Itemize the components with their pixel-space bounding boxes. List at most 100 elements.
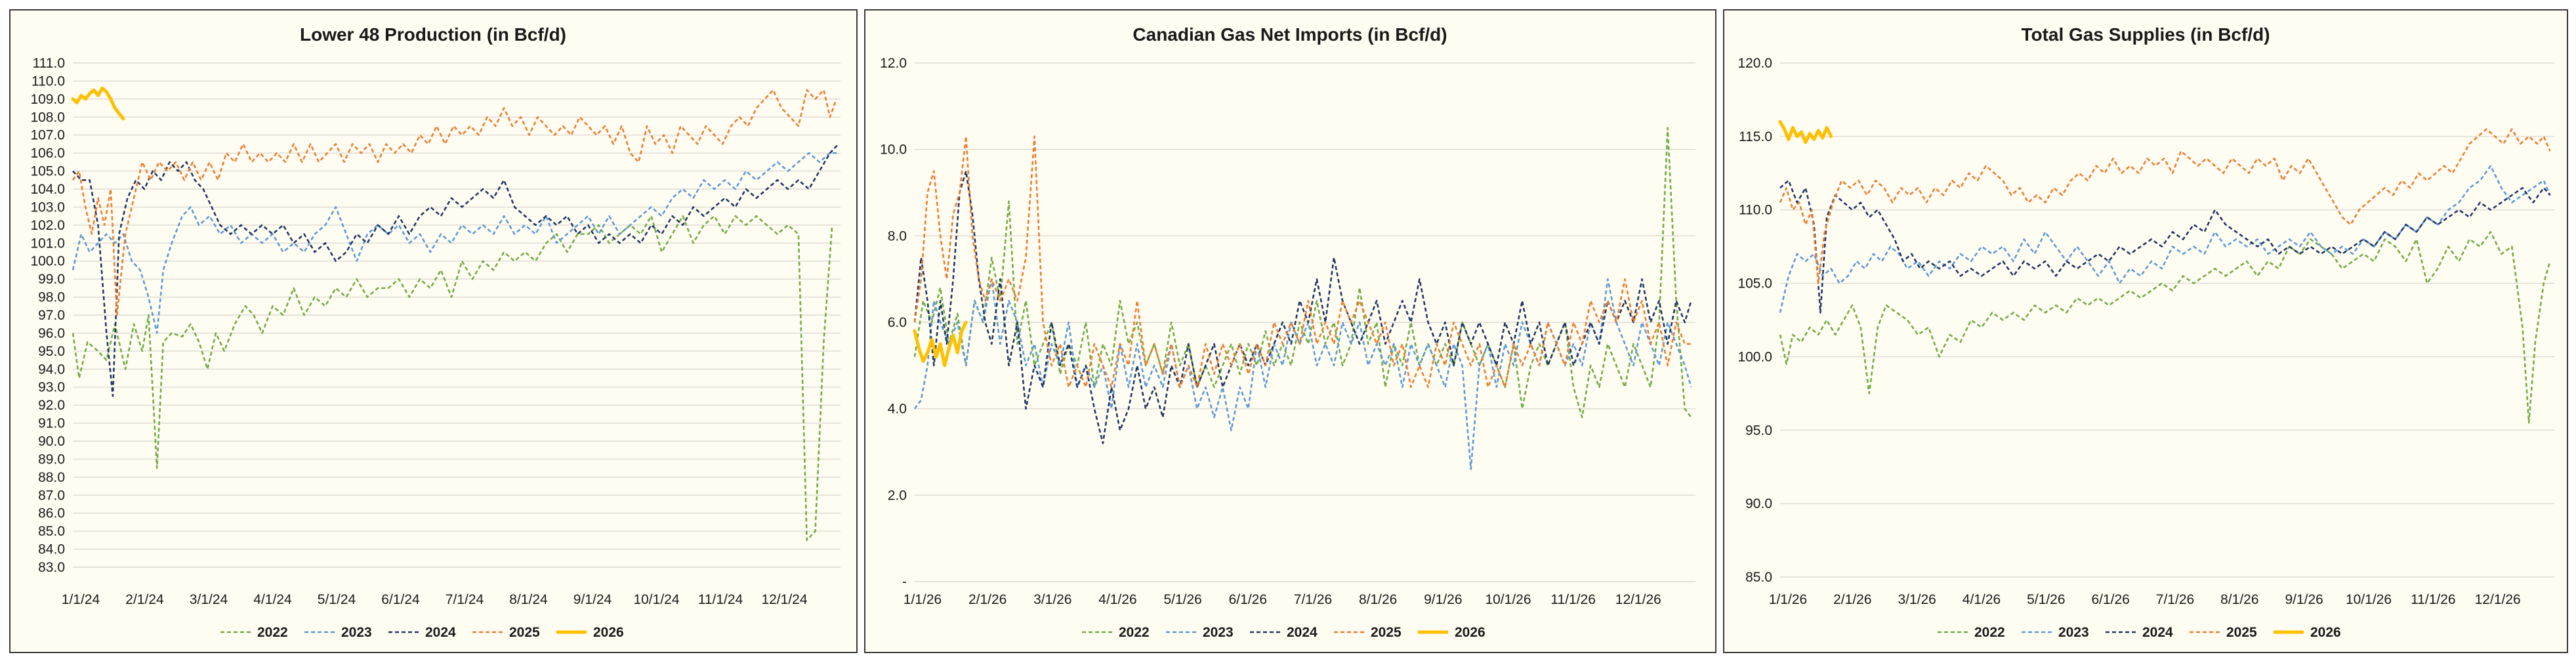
y-tick-label: 92.0 (38, 398, 65, 413)
series-line-2024 (913, 170, 1692, 444)
x-tick-label: 8/1/26 (1359, 592, 1397, 607)
y-tick-label: 99.0 (38, 272, 65, 287)
legend-item-2025: 2025 (472, 625, 540, 640)
x-tick-label: 1/1/26 (904, 592, 942, 607)
y-tick-label: 97.0 (38, 308, 65, 323)
y-tick-label: 85.0 (38, 524, 65, 539)
y-tick-label: 8.0 (888, 228, 907, 244)
y-tick-label: 84.0 (38, 542, 65, 557)
x-tick-label: 9/1/26 (2285, 592, 2323, 607)
y-tick-label: 103.0 (30, 200, 65, 215)
x-tick-label: 4/1/26 (1963, 592, 2001, 607)
x-tick-label: 9/1/24 (573, 592, 612, 607)
y-tick-label: 111.0 (33, 56, 65, 71)
x-tick-label: 2/1/26 (1833, 592, 1871, 607)
series-line-2025 (913, 135, 1692, 389)
y-tick-label: 12.0 (880, 56, 907, 71)
legend-item-2024: 2024 (1250, 625, 1318, 640)
x-tick-label: 5/1/26 (2027, 592, 2065, 607)
x-tick-label: 3/1/24 (190, 592, 228, 607)
y-tick-label: - (902, 574, 907, 589)
x-tick-label: 1/1/26 (1769, 592, 1807, 607)
y-tick-label: 100.0 (30, 254, 65, 269)
legend-label: 2026 (1455, 625, 1485, 640)
legend-item-2026: 2026 (2274, 625, 2341, 640)
series-line-2022 (913, 127, 1692, 419)
y-tick-label: 88.0 (38, 470, 65, 485)
legend-item-2025: 2025 (1334, 625, 1402, 640)
y-tick-label: 4.0 (888, 402, 907, 417)
y-tick-label: 95.0 (1745, 423, 1772, 438)
series-line-2023 (913, 278, 1692, 471)
x-tick-label: 8/1/26 (2220, 592, 2258, 607)
y-tick-label: 96.0 (38, 326, 65, 341)
legend-item-2022: 2022 (220, 625, 288, 640)
x-tick-label: 2/1/24 (125, 592, 164, 607)
legend-label: 2025 (509, 625, 540, 640)
chart-title: Canadian Gas Net Imports (in Bcf/d) (1132, 24, 1447, 45)
chart-panel-lower48-production: 83.0 84.0 85.0 86.0 87.0 88.0 89.0 90.0 91.0 92.0… (9, 9, 858, 653)
series-line-2022 (1779, 231, 2551, 424)
legend-label: 2023 (1203, 625, 1234, 640)
y-tick-label: 100.0 (1737, 349, 1772, 364)
series-line-2025 (72, 89, 837, 316)
y-tick-label: 108.0 (30, 110, 65, 125)
x-tick-label: 12/1/26 (2475, 592, 2521, 607)
x-tick-label: 4/1/26 (1098, 592, 1136, 607)
y-tick-label: 104.0 (30, 182, 65, 197)
legend-label: 2025 (2226, 625, 2257, 640)
y-tick-label: 85.0 (1745, 570, 1772, 585)
x-tick-label: 10/1/26 (2346, 592, 2392, 607)
y-tick-label: 10.0 (880, 142, 907, 158)
x-tick-label: 3/1/26 (1033, 592, 1071, 607)
legend-label: 2022 (257, 625, 288, 640)
x-tick-label: 6/1/24 (381, 592, 420, 607)
x-tick-label: 8/1/24 (509, 592, 548, 607)
y-tick-label: 94.0 (38, 362, 65, 377)
series-line-2022 (72, 215, 833, 542)
legend-label: 2024 (425, 625, 456, 640)
y-tick-label: 6.0 (888, 315, 907, 330)
legend-label: 2023 (2058, 625, 2089, 640)
x-tick-label: 6/1/26 (1229, 592, 1267, 607)
legend-label: 2025 (1371, 625, 1402, 640)
y-tick-label: 2.0 (888, 488, 907, 503)
legend-label: 2023 (341, 625, 372, 640)
y-tick-label: 109.0 (30, 92, 65, 107)
chart-title: Total Gas Supplies (in Bcf/d) (2021, 24, 2270, 45)
x-tick-label: 7/1/26 (1294, 592, 1332, 607)
series-line-2023 (72, 152, 839, 334)
chart-canadian-imports: - 2.0 4.0 6.0 8.0 10.0 12.0 1/1/26 2/1/26 3/1/26… (880, 24, 1695, 640)
series-line-2023 (1779, 165, 2551, 313)
legend-label: 2024 (2142, 625, 2173, 640)
legend-label: 2026 (2310, 625, 2341, 640)
y-tick-label: 83.0 (38, 560, 65, 575)
x-tick-label: 7/1/24 (446, 592, 484, 607)
x-tick-label: 3/1/26 (1898, 592, 1936, 607)
y-tick-label: 98.0 (38, 290, 65, 305)
x-tick-label: 10/1/24 (633, 592, 679, 607)
legend-item-2026: 2026 (1418, 625, 1485, 640)
y-tick-label: 107.0 (30, 128, 65, 143)
x-tick-label: 11/1/24 (698, 592, 743, 607)
legend-label: 2022 (1974, 625, 2005, 640)
legend-label: 2024 (1287, 625, 1318, 640)
y-tick-label: 115.0 (1739, 129, 1772, 144)
chart-panel-canadian-imports: - 2.0 4.0 6.0 8.0 10.0 12.0 1/1/26 2/1/26 3/1/26… (864, 9, 1716, 653)
y-tick-label: 90.0 (1745, 496, 1772, 511)
series-line-2024 (1779, 179, 2551, 314)
y-tick-label: 110.0 (31, 74, 65, 89)
legend-item-2022: 2022 (1938, 625, 2005, 640)
legend-item-2022: 2022 (1082, 625, 1150, 640)
x-tick-label: 12/1/26 (1615, 592, 1661, 607)
y-tick-label: 110.0 (1739, 203, 1772, 218)
x-tick-label: 10/1/26 (1485, 592, 1531, 607)
y-tick-label: 90.0 (38, 434, 65, 449)
x-tick-label: 4/1/24 (253, 592, 292, 607)
series-line-2026 (1778, 120, 1833, 144)
legend-label: 2022 (1119, 625, 1150, 640)
x-tick-label: 5/1/26 (1163, 592, 1201, 607)
x-tick-label: 6/1/26 (2091, 592, 2129, 607)
chart-panel-total-supplies: 85.0 90.0 95.0 100.0 105.0 110.0 115.0 120.0 1/… (1723, 9, 2568, 653)
legend-item-2026: 2026 (556, 625, 624, 640)
